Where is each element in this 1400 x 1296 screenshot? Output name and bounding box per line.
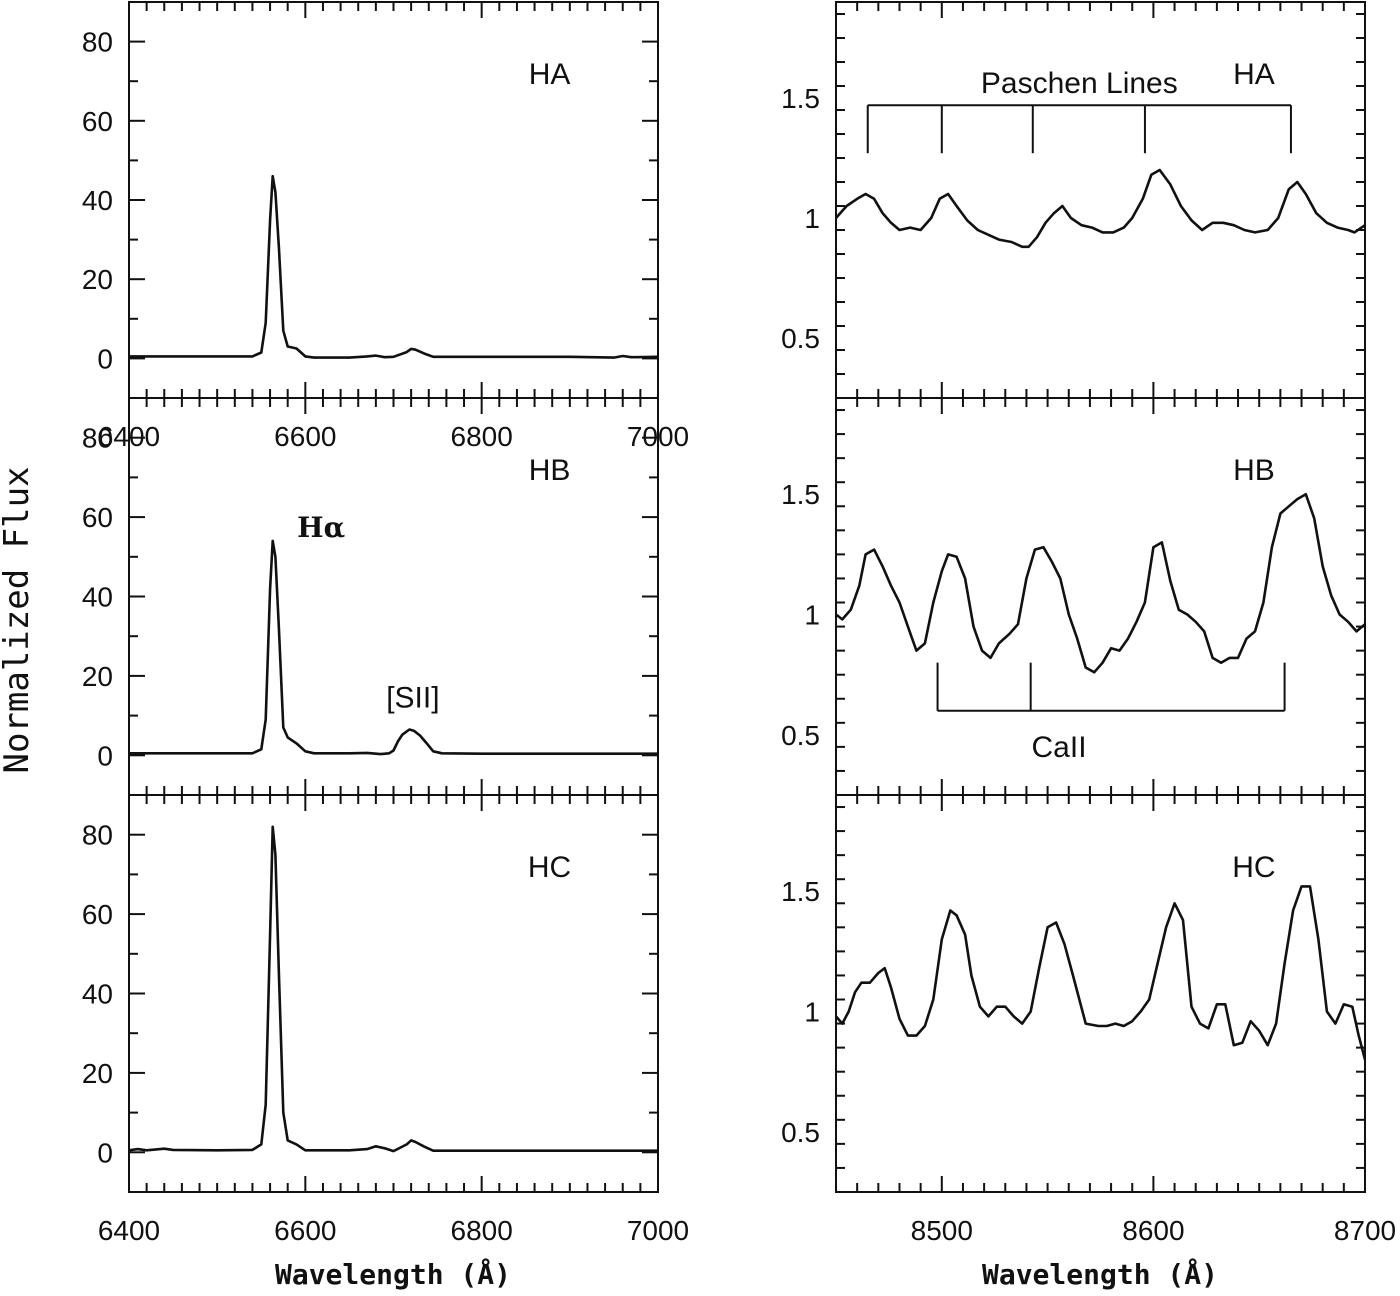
spectrum-line <box>836 885 1365 1061</box>
panel-label: HB <box>1233 454 1275 487</box>
spectrum-line <box>129 539 658 756</box>
panel-left-middle: 0 20 40 60 80 HB Hα [SII] <box>82 397 659 796</box>
caii-label: CaII <box>1032 731 1087 764</box>
h-alpha-label: Hα <box>297 511 345 544</box>
panels-group: 0 20 40 60 80 6400 6600 6800 7000 HA 0 20 40 60 80 HB Hα… <box>82 1 1396 1246</box>
y-tick-label: 0.5 <box>781 323 820 354</box>
panel-label: HC <box>528 851 571 884</box>
x-tick-label: 8600 <box>1122 1215 1184 1246</box>
x-tick-label: 8500 <box>911 1215 973 1246</box>
x-tick-label: 6600 <box>274 1215 336 1246</box>
panel-frame <box>835 794 1366 1193</box>
y-tick-label: 0 <box>97 740 113 771</box>
x-axis-title-left: Wavelength (Å) <box>275 1257 511 1291</box>
y-tick-label: 60 <box>82 502 113 533</box>
spectrum-line <box>129 825 658 1153</box>
y-tick-label: 1.5 <box>781 479 820 510</box>
y-tick-label: 1 <box>804 997 820 1028</box>
y-tick-label: 40 <box>82 185 113 216</box>
y-tick-label: 40 <box>82 582 113 613</box>
y-tick-label: 80 <box>82 423 113 454</box>
y-tick-label: 40 <box>82 979 113 1010</box>
y-tick-label: 0 <box>97 1137 113 1168</box>
x-tick-label: 6800 <box>451 1215 513 1246</box>
y-tick-label: 1.5 <box>781 83 820 114</box>
panel-label: HA <box>529 58 571 91</box>
y-tick-label: 80 <box>82 27 113 58</box>
panel-frame <box>835 397 1366 796</box>
y-axis-title: Normalized Flux <box>0 466 37 773</box>
panel-left-bottom: 0 20 40 60 80 6400 6600 6800 7000 HC <box>82 794 689 1246</box>
x-tick-label: 6600 <box>274 421 336 452</box>
panel-frame <box>128 397 659 796</box>
x-tick-label: 6800 <box>451 421 513 452</box>
sii-label: [SII] <box>386 682 439 715</box>
y-tick-label: 60 <box>82 899 113 930</box>
x-tick-label: 6400 <box>98 1215 160 1246</box>
y-tick-label: 0 <box>97 343 113 374</box>
y-tick-label: 60 <box>82 106 113 137</box>
y-tick-label: 1 <box>804 203 820 234</box>
y-tick-label: 20 <box>82 1058 113 1089</box>
panel-label: HA <box>1233 58 1275 91</box>
y-tick-label: 80 <box>82 820 113 851</box>
y-tick-label: 20 <box>82 661 113 692</box>
spectrum-line <box>836 168 1365 249</box>
x-tick-label: 8700 <box>1334 1215 1396 1246</box>
spectrum-line <box>836 492 1365 674</box>
y-tick-label: 20 <box>82 264 113 295</box>
panel-frame <box>128 794 659 1193</box>
y-tick-label: 1.5 <box>781 876 820 907</box>
y-tick-label: 1 <box>804 600 820 631</box>
panel-right-bottom: 0.5 1 1.5 8500 8600 8700 HC <box>781 794 1396 1246</box>
panel-label: HB <box>529 454 571 487</box>
panel-right-middle: 0.5 1 1.5 HB CaII <box>781 397 1366 796</box>
panel-right-top: 0.5 1 1.5 HA Paschen Lines <box>781 1 1366 399</box>
x-axis-title-right: Wavelength (Å) <box>982 1257 1218 1291</box>
y-tick-label: 0.5 <box>781 720 820 751</box>
y-tick-label: 0.5 <box>781 1117 820 1148</box>
paschen-lines-label: Paschen Lines <box>981 67 1178 100</box>
panel-frame <box>128 1 659 399</box>
panel-label: HC <box>1232 851 1275 884</box>
x-tick-label: 7000 <box>627 1215 689 1246</box>
spectrum-line <box>129 174 658 359</box>
